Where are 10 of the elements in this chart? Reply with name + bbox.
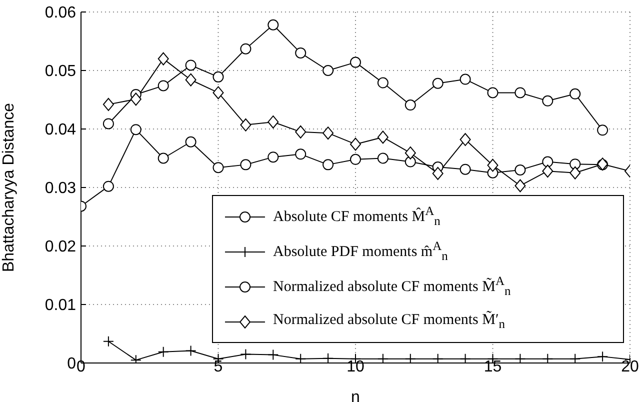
- y-tick-label: 0.03: [44, 180, 76, 198]
- y-tick-label: 0.04: [44, 122, 76, 139]
- legend-label: Normalized absolute CF moments M̃′$_{n}$: [273, 312, 506, 332]
- y-tick-label: 0.05: [44, 63, 76, 80]
- x-axis-title: n: [351, 389, 360, 402]
- y-tick-label: 0.06: [44, 4, 76, 22]
- y-tick-label: 0.02: [44, 238, 76, 256]
- y-tick-label: 0.01: [44, 297, 76, 314]
- x-tick-label: 20: [621, 358, 639, 376]
- y-axis-title: Bhattacharyya Distance: [0, 102, 18, 272]
